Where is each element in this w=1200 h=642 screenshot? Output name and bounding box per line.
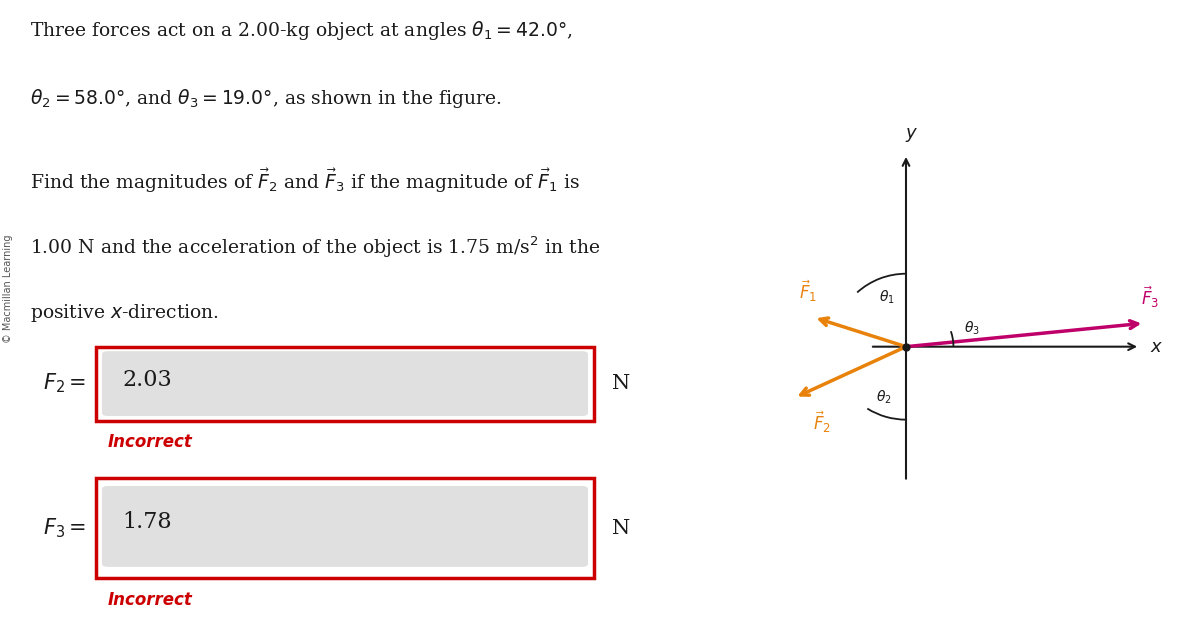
Text: $\vec{F}_3$: $\vec{F}_3$ <box>1141 285 1159 310</box>
Text: $\vec{F}_2$: $\vec{F}_2$ <box>812 409 830 435</box>
Text: © Macmillan Learning: © Macmillan Learning <box>4 234 13 343</box>
Text: $F_3 =$: $F_3 =$ <box>43 516 86 540</box>
Bar <box>96 478 594 578</box>
FancyBboxPatch shape <box>102 486 588 567</box>
Text: 1.78: 1.78 <box>122 510 172 533</box>
Text: 2.03: 2.03 <box>122 369 172 392</box>
Text: N: N <box>612 519 630 537</box>
Text: Incorrect: Incorrect <box>108 433 193 451</box>
Text: Incorrect: Incorrect <box>108 591 193 609</box>
Text: $\vec{F}_1$: $\vec{F}_1$ <box>799 279 817 304</box>
Text: $F_2 =$: $F_2 =$ <box>43 372 86 395</box>
Text: 1.00 N and the acceleration of the object is 1.75 m/s$^2$ in the: 1.00 N and the acceleration of the objec… <box>30 234 600 260</box>
Text: Find the magnitudes of $\vec{F}_2$ and $\vec{F}_3$ if the magnitude of $\vec{F}_: Find the magnitudes of $\vec{F}_2$ and $… <box>30 167 580 195</box>
Text: $x$: $x$ <box>1150 338 1163 356</box>
Text: $\theta_2 = 58.0°$, and $\theta_3 = 19.0°$, as shown in the figure.: $\theta_2 = 58.0°$, and $\theta_3 = 19.0… <box>30 87 502 110</box>
Bar <box>96 347 594 421</box>
Text: positive $x$-direction.: positive $x$-direction. <box>30 302 220 324</box>
Text: N: N <box>612 374 630 393</box>
Text: $y$: $y$ <box>905 126 919 144</box>
FancyBboxPatch shape <box>102 351 588 416</box>
Text: $\theta_3$: $\theta_3$ <box>964 319 979 337</box>
Text: Three forces act on a 2.00-kg object at angles $\theta_1 = 42.0°$,: Three forces act on a 2.00-kg object at … <box>30 19 572 42</box>
Text: $\theta_1$: $\theta_1$ <box>880 289 895 306</box>
Text: $\theta_2$: $\theta_2$ <box>876 388 892 406</box>
